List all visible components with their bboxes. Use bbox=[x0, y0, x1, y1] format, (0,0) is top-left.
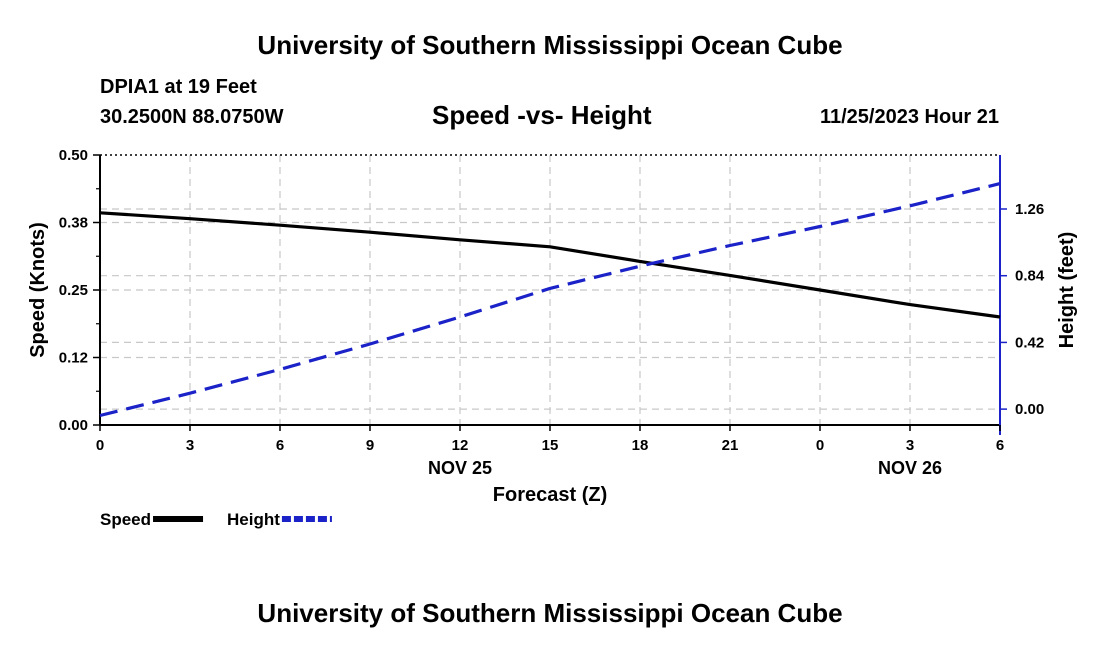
x-tick-label: 15 bbox=[542, 437, 559, 454]
forecast-datetime: 11/25/2023 Hour 21 bbox=[819, 106, 999, 128]
x-axis-ticks: 0 3 6 9 12 15 18 21 0 3 6 NOV 25 NOV 26 bbox=[96, 425, 1004, 478]
y-right-tick-label: 1.26 bbox=[1015, 201, 1044, 218]
x-tick-label: 18 bbox=[632, 437, 649, 454]
date-label: NOV 26 bbox=[878, 458, 942, 478]
chart-subtitle: Speed -vs- Height bbox=[432, 100, 652, 130]
chart-series bbox=[99, 182, 1001, 418]
y-tick-label: 0.50 bbox=[59, 147, 88, 164]
y-axis-ticks: 0.00 0.12 0.25 0.38 0.50 bbox=[59, 147, 100, 434]
series-line-height bbox=[99, 182, 1001, 418]
x-tick-label: 0 bbox=[816, 437, 824, 454]
y-right-tick-label: 0.42 bbox=[1015, 334, 1044, 351]
y-tick-label: 0.00 bbox=[59, 417, 88, 434]
x-tick-label: 0 bbox=[96, 437, 104, 454]
legend-label-height: Height bbox=[227, 510, 280, 529]
x-tick-label: 12 bbox=[452, 437, 469, 454]
y-axis-right-ticks: 0.00 0.42 0.84 1.26 bbox=[1000, 201, 1045, 418]
chart-title-top: University of Southern Mississippi Ocean… bbox=[257, 30, 843, 60]
x-tick-label: 3 bbox=[186, 437, 194, 454]
date-label: NOV 25 bbox=[428, 458, 492, 478]
chart-legend: Speed Height bbox=[100, 510, 332, 529]
x-tick-label: 3 bbox=[906, 437, 914, 454]
chart-title-bottom: University of Southern Mississippi Ocean… bbox=[257, 598, 843, 628]
station-label: DPIA1 at 19 Feet bbox=[100, 76, 257, 98]
x-tick-label: 9 bbox=[366, 437, 374, 454]
y-tick-label: 0.12 bbox=[59, 350, 88, 367]
legend-label-speed: Speed bbox=[100, 510, 151, 529]
y-axis-right-label: Height (feet) bbox=[1056, 232, 1078, 349]
x-tick-label: 6 bbox=[276, 437, 284, 454]
coordinates-label: 30.2500N 88.0750W bbox=[100, 106, 284, 128]
y-right-tick-label: 0.84 bbox=[1015, 268, 1045, 285]
x-tick-label: 21 bbox=[722, 437, 739, 454]
series-line-speed bbox=[99, 211, 1001, 319]
y-right-tick-label: 0.00 bbox=[1015, 401, 1044, 418]
y-axis-label: Speed (Knots) bbox=[27, 222, 49, 358]
x-tick-label: 6 bbox=[996, 437, 1004, 454]
y-tick-label: 0.38 bbox=[59, 215, 88, 232]
x-axis-label: Forecast (Z) bbox=[493, 484, 607, 506]
y-tick-label: 0.25 bbox=[59, 282, 88, 299]
